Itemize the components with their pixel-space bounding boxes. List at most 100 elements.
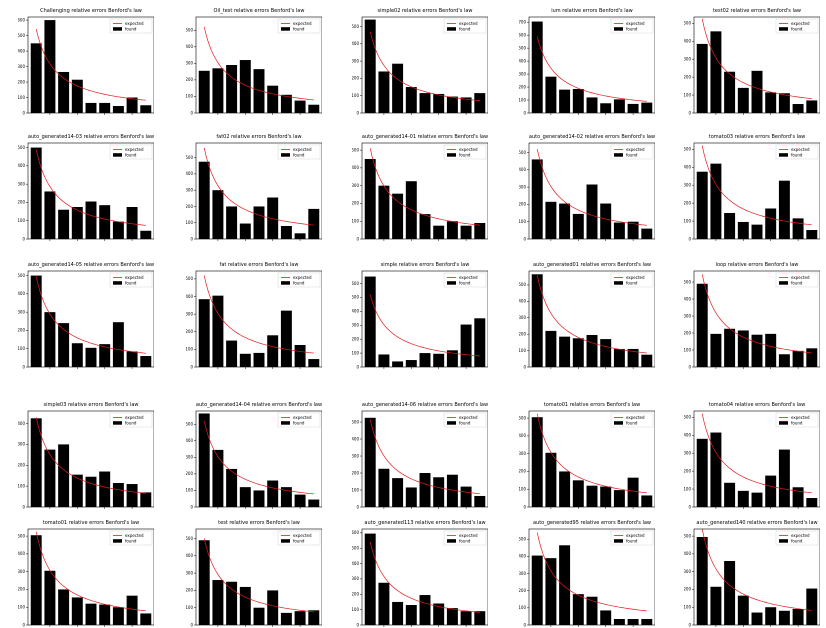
- benford-chart-8: auto_generated14-01 relative errors Benf…: [352, 134, 488, 243]
- benford-chart-1: Challenging relative errors Benford's la…: [18, 8, 154, 117]
- benford-chart-4: ium relative errors Benford's law 0 100 200…: [519, 8, 655, 117]
- bar-digit-2: [378, 468, 390, 507]
- bar-digit-2: [710, 163, 722, 239]
- bar-digit-3: [724, 212, 736, 239]
- bar-digit-5: [419, 473, 431, 507]
- chart-title: tomato01 relative errors Benford's law: [544, 402, 640, 408]
- y-tick-label: 300: [18, 64, 25, 69]
- plot-frame: [195, 410, 322, 508]
- bar-digit-8: [126, 97, 138, 113]
- bar-digit-1: [531, 417, 543, 507]
- chart-title: loop relative errors Benford's law: [716, 262, 799, 268]
- x-tick-label: 8: [465, 242, 468, 243]
- y-tick-label: 500: [352, 546, 359, 551]
- bar-digit-7: [112, 607, 124, 625]
- bar-digit-5: [586, 335, 598, 367]
- bar-digit-7: [446, 221, 458, 239]
- y-tick-label: 0: [688, 236, 691, 241]
- bar-digit-3: [58, 444, 70, 507]
- bar-digit-9: [308, 499, 320, 507]
- x-tick-label: 2: [715, 242, 718, 243]
- y-tick-label: 200: [684, 468, 691, 473]
- y-tick-label: 0: [22, 110, 25, 115]
- bar-digit-5: [253, 490, 265, 507]
- y-tick-label: 100: [18, 95, 25, 100]
- y-tick-label: 400: [18, 551, 25, 556]
- y-tick-label: 300: [18, 442, 25, 447]
- y-tick-label: 0: [190, 622, 193, 627]
- y-tick-label: 500: [18, 273, 25, 278]
- x-tick-label: 8: [131, 510, 134, 511]
- bar-digit-1: [198, 299, 210, 367]
- y-tick-label: 500: [684, 415, 691, 420]
- legend-expected-label: expected: [459, 533, 478, 538]
- y-tick-label: 0: [523, 622, 526, 627]
- expected-curve: [701, 528, 812, 611]
- bar-digit-8: [627, 348, 639, 367]
- benford-chart-6: auto_generated14-03 relative errors Benf…: [18, 134, 154, 243]
- legend-expected-label: expected: [626, 415, 645, 420]
- x-tick-label: 4: [410, 116, 413, 117]
- legend-found-label: found: [125, 539, 137, 544]
- y-tick-label: 100: [519, 348, 526, 353]
- x-tick-label: 2: [49, 370, 52, 371]
- plot-frame: [361, 270, 488, 368]
- legend-expected-label: expected: [459, 415, 478, 420]
- legend-expected-label: expected: [626, 147, 645, 152]
- expected-curve: [35, 276, 146, 354]
- legend-found-label: found: [459, 27, 471, 32]
- y-tick-label: 200: [352, 76, 359, 81]
- bar-digit-4: [572, 594, 584, 625]
- x-tick-label: 2: [49, 242, 52, 243]
- x-tick-label: 8: [299, 242, 302, 243]
- y-tick-label: 300: [519, 184, 526, 189]
- x-tick-label: 2: [383, 116, 386, 117]
- bar-digit-3: [226, 581, 238, 625]
- benford-chart-9: auto_generated14-02 relative errors Benf…: [519, 134, 655, 242]
- bar-digit-9: [474, 318, 486, 367]
- legend-found-label: found: [626, 27, 638, 32]
- bar-digit-7: [280, 225, 292, 239]
- y-tick-label: 500: [186, 155, 193, 160]
- bar-digit-1: [30, 275, 42, 367]
- bar-digit-7: [613, 619, 625, 625]
- plot-frame: [361, 410, 488, 508]
- bar-digit-4: [71, 207, 83, 239]
- y-tick-label: 300: [18, 309, 25, 314]
- y-tick-label: 300: [519, 571, 526, 576]
- x-tick-label: 6: [103, 116, 106, 117]
- benford-chart-21: tomato01 relative errors Benford's law 0 1…: [18, 520, 154, 628]
- y-tick-label: 200: [352, 336, 359, 341]
- bar-digit-8: [126, 595, 138, 625]
- y-tick-label: 300: [186, 187, 193, 192]
- x-tick-label: 6: [604, 116, 607, 117]
- bar-digit-6: [267, 335, 279, 367]
- bar-digit-3: [724, 71, 736, 113]
- bar-digit-9: [308, 104, 320, 113]
- y-tick-label: 100: [352, 219, 359, 224]
- bar-digit-8: [126, 484, 138, 507]
- bar-digit-3: [559, 336, 571, 367]
- bar-digit-9: [641, 354, 653, 367]
- plot-frame: [27, 270, 154, 368]
- bar-digit-5: [85, 347, 97, 367]
- y-tick-label: 200: [186, 204, 193, 209]
- legend-expected-label: expected: [459, 147, 478, 152]
- chart-title: simple03 relative errors Benford's law: [44, 402, 139, 408]
- x-tick-label: 2: [383, 242, 386, 243]
- x-tick-label: 4: [742, 510, 745, 511]
- bar-digit-6: [600, 486, 612, 507]
- bar-digit-5: [751, 334, 763, 367]
- bar-digit-9: [140, 613, 152, 625]
- bar-digit-2: [378, 71, 390, 113]
- bar-digit-6: [765, 607, 777, 625]
- bar-digit-9: [140, 105, 152, 113]
- bar-digit-4: [239, 60, 251, 113]
- y-tick-label: 100: [186, 488, 193, 493]
- y-tick-label: 200: [352, 470, 359, 475]
- legend-found-label: found: [626, 281, 638, 286]
